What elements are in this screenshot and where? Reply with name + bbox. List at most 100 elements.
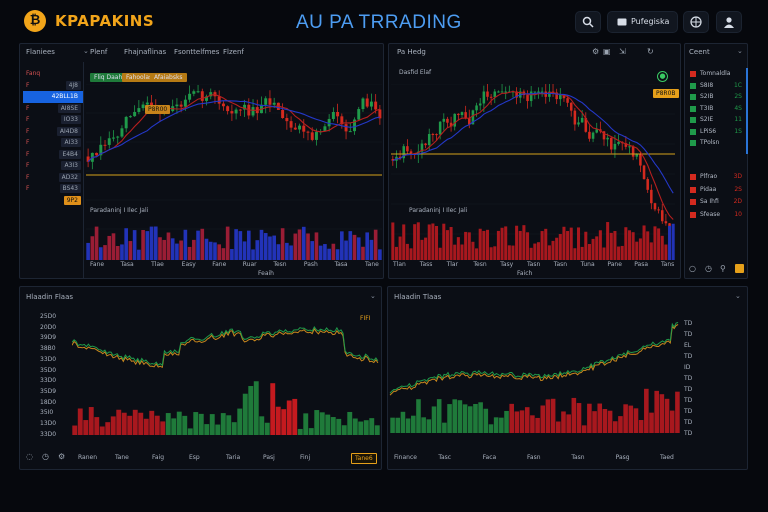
chevron-down-icon[interactable]: ⌄ (370, 292, 376, 300)
settings-icon[interactable]: ⚙ (58, 452, 66, 461)
clock-icon[interactable]: ◷ (705, 264, 712, 273)
volume-bar (544, 228, 548, 260)
highlight-tab[interactable]: Tane6 (351, 453, 377, 464)
toolbar-button-0[interactable]: Fliq Daahlaia (90, 73, 137, 82)
circle-icon[interactable]: ○ (689, 264, 696, 273)
rail-row[interactable]: S2IB 2S (688, 92, 746, 103)
scrollbar[interactable] (746, 68, 748, 154)
toolbar-button-2[interactable]: Afaiabsks (150, 73, 187, 82)
rail-row[interactable]: Pidaa 2S (688, 185, 746, 196)
price-line-secondary (72, 327, 379, 369)
rail-swatch (690, 94, 696, 100)
volume-bar (421, 417, 426, 433)
volume-bar (285, 242, 289, 260)
watchlist-row[interactable]: F 4J8 (23, 80, 83, 92)
watchlist-row[interactable]: F AD32 (23, 172, 83, 184)
candle-body (529, 91, 533, 102)
volume-bar (620, 245, 624, 260)
tab-3[interactable]: Flzenf (223, 48, 244, 56)
pin-icon[interactable]: ⚲ (720, 264, 726, 273)
tab-2[interactable]: Fsonttelfmes (174, 48, 220, 56)
refresh-icon[interactable]: ↻ (647, 47, 654, 56)
candle-body (179, 104, 183, 107)
candle-body (493, 91, 497, 98)
rail-row[interactable]: T3IB 4S (688, 104, 746, 115)
watchlist-row[interactable]: F AI4D8 (23, 126, 83, 138)
tab-1[interactable]: Fhajnaflinas (124, 48, 167, 56)
watchlist-row[interactable]: F BS43 (23, 183, 83, 195)
candlestick-chart[interactable] (389, 84, 679, 274)
watchlist-row[interactable]: F AI33 (23, 137, 83, 149)
rail-row[interactable]: Sfease 10 (688, 210, 746, 221)
search-button[interactable] (575, 11, 601, 33)
volume-bar (281, 409, 287, 435)
watchlist-symbol: F (26, 139, 30, 146)
chevron-down-icon[interactable]: ⌄ (83, 47, 89, 55)
volume-bar (246, 230, 251, 260)
watchlist-symbol: F (26, 173, 30, 181)
volume-bar (289, 245, 293, 260)
candle-body (668, 223, 671, 227)
rail-row[interactable]: S2IE 11 (688, 115, 746, 126)
line-chart[interactable] (72, 309, 382, 437)
rail-row[interactable]: Tomnaldla (688, 69, 746, 80)
tab-0[interactable]: Plenf (90, 48, 108, 56)
candle-body (595, 129, 598, 133)
volume-bar (598, 230, 602, 260)
candle-body (438, 121, 442, 135)
clock-icon[interactable]: ◷ (42, 452, 49, 461)
bookmark-icon[interactable] (735, 264, 744, 273)
rail-row[interactable]: LPiS6 1S (688, 127, 746, 138)
volume-bar (264, 422, 270, 435)
volume-bar (183, 229, 188, 260)
volume-bar (292, 398, 298, 435)
candle-body (475, 105, 478, 111)
volume-bar (442, 223, 446, 260)
volume-bar (363, 420, 369, 435)
volume-bar (431, 223, 435, 260)
toolbar-button-1[interactable]: Fahoolass (122, 73, 160, 82)
candlestick-chart[interactable] (84, 84, 384, 274)
volume-bar (352, 234, 357, 260)
volume-bar (340, 231, 344, 260)
volume-bar (259, 229, 264, 260)
watchlist-row[interactable]: F E4B4 (23, 149, 83, 161)
watchlist-row[interactable]: F AI8SE (23, 103, 83, 115)
volume-bar (176, 411, 182, 435)
candle-body (646, 179, 649, 190)
volume-bar (561, 411, 566, 433)
volume-bar (237, 408, 243, 435)
watchlist-row[interactable]: Fanq (23, 68, 83, 80)
chevron-down-icon[interactable]: ⌄ (735, 292, 741, 300)
rail-value: 1S (734, 127, 742, 135)
candle-body (402, 146, 406, 159)
rail-row[interactable]: Sa Ihfi 2D (688, 197, 746, 208)
rail-row[interactable]: TPolsn (688, 138, 746, 149)
volume-bar (276, 244, 281, 260)
settings-icon[interactable]: ⚙ (592, 47, 600, 56)
rail-row[interactable]: Plfrao 3D (688, 172, 746, 183)
watchlist-row[interactable]: 42BLL1B (23, 91, 83, 103)
candle-body (442, 118, 446, 122)
volume-bar (581, 425, 587, 433)
watchlist-row[interactable]: F IO33 (23, 114, 83, 126)
candle-body (486, 91, 489, 97)
account-button[interactable]: Pufegiska (607, 11, 678, 33)
candle-body (353, 119, 356, 132)
layout-icon[interactable]: ▣ (603, 47, 611, 56)
language-button[interactable] (683, 11, 709, 33)
watchlist-row[interactable]: 9P2 (23, 195, 83, 207)
chevron-down-icon[interactable]: ⌄ (737, 47, 743, 55)
alert-icon[interactable]: ◌ (26, 452, 33, 461)
profile-button[interactable] (716, 11, 742, 33)
y-axis-label: 38B0 (40, 345, 56, 353)
rail-row[interactable]: S8I8 1C (688, 81, 746, 92)
expand-icon[interactable]: ⇲ (619, 47, 626, 56)
line-chart[interactable] (388, 309, 684, 439)
watchlist-row[interactable]: F A3I3 (23, 160, 83, 172)
volume-bar (105, 422, 111, 435)
volume-bar (445, 230, 449, 260)
watchlist-symbol: F (26, 127, 30, 135)
volume-bar (623, 404, 628, 433)
volume-bar (145, 231, 150, 260)
